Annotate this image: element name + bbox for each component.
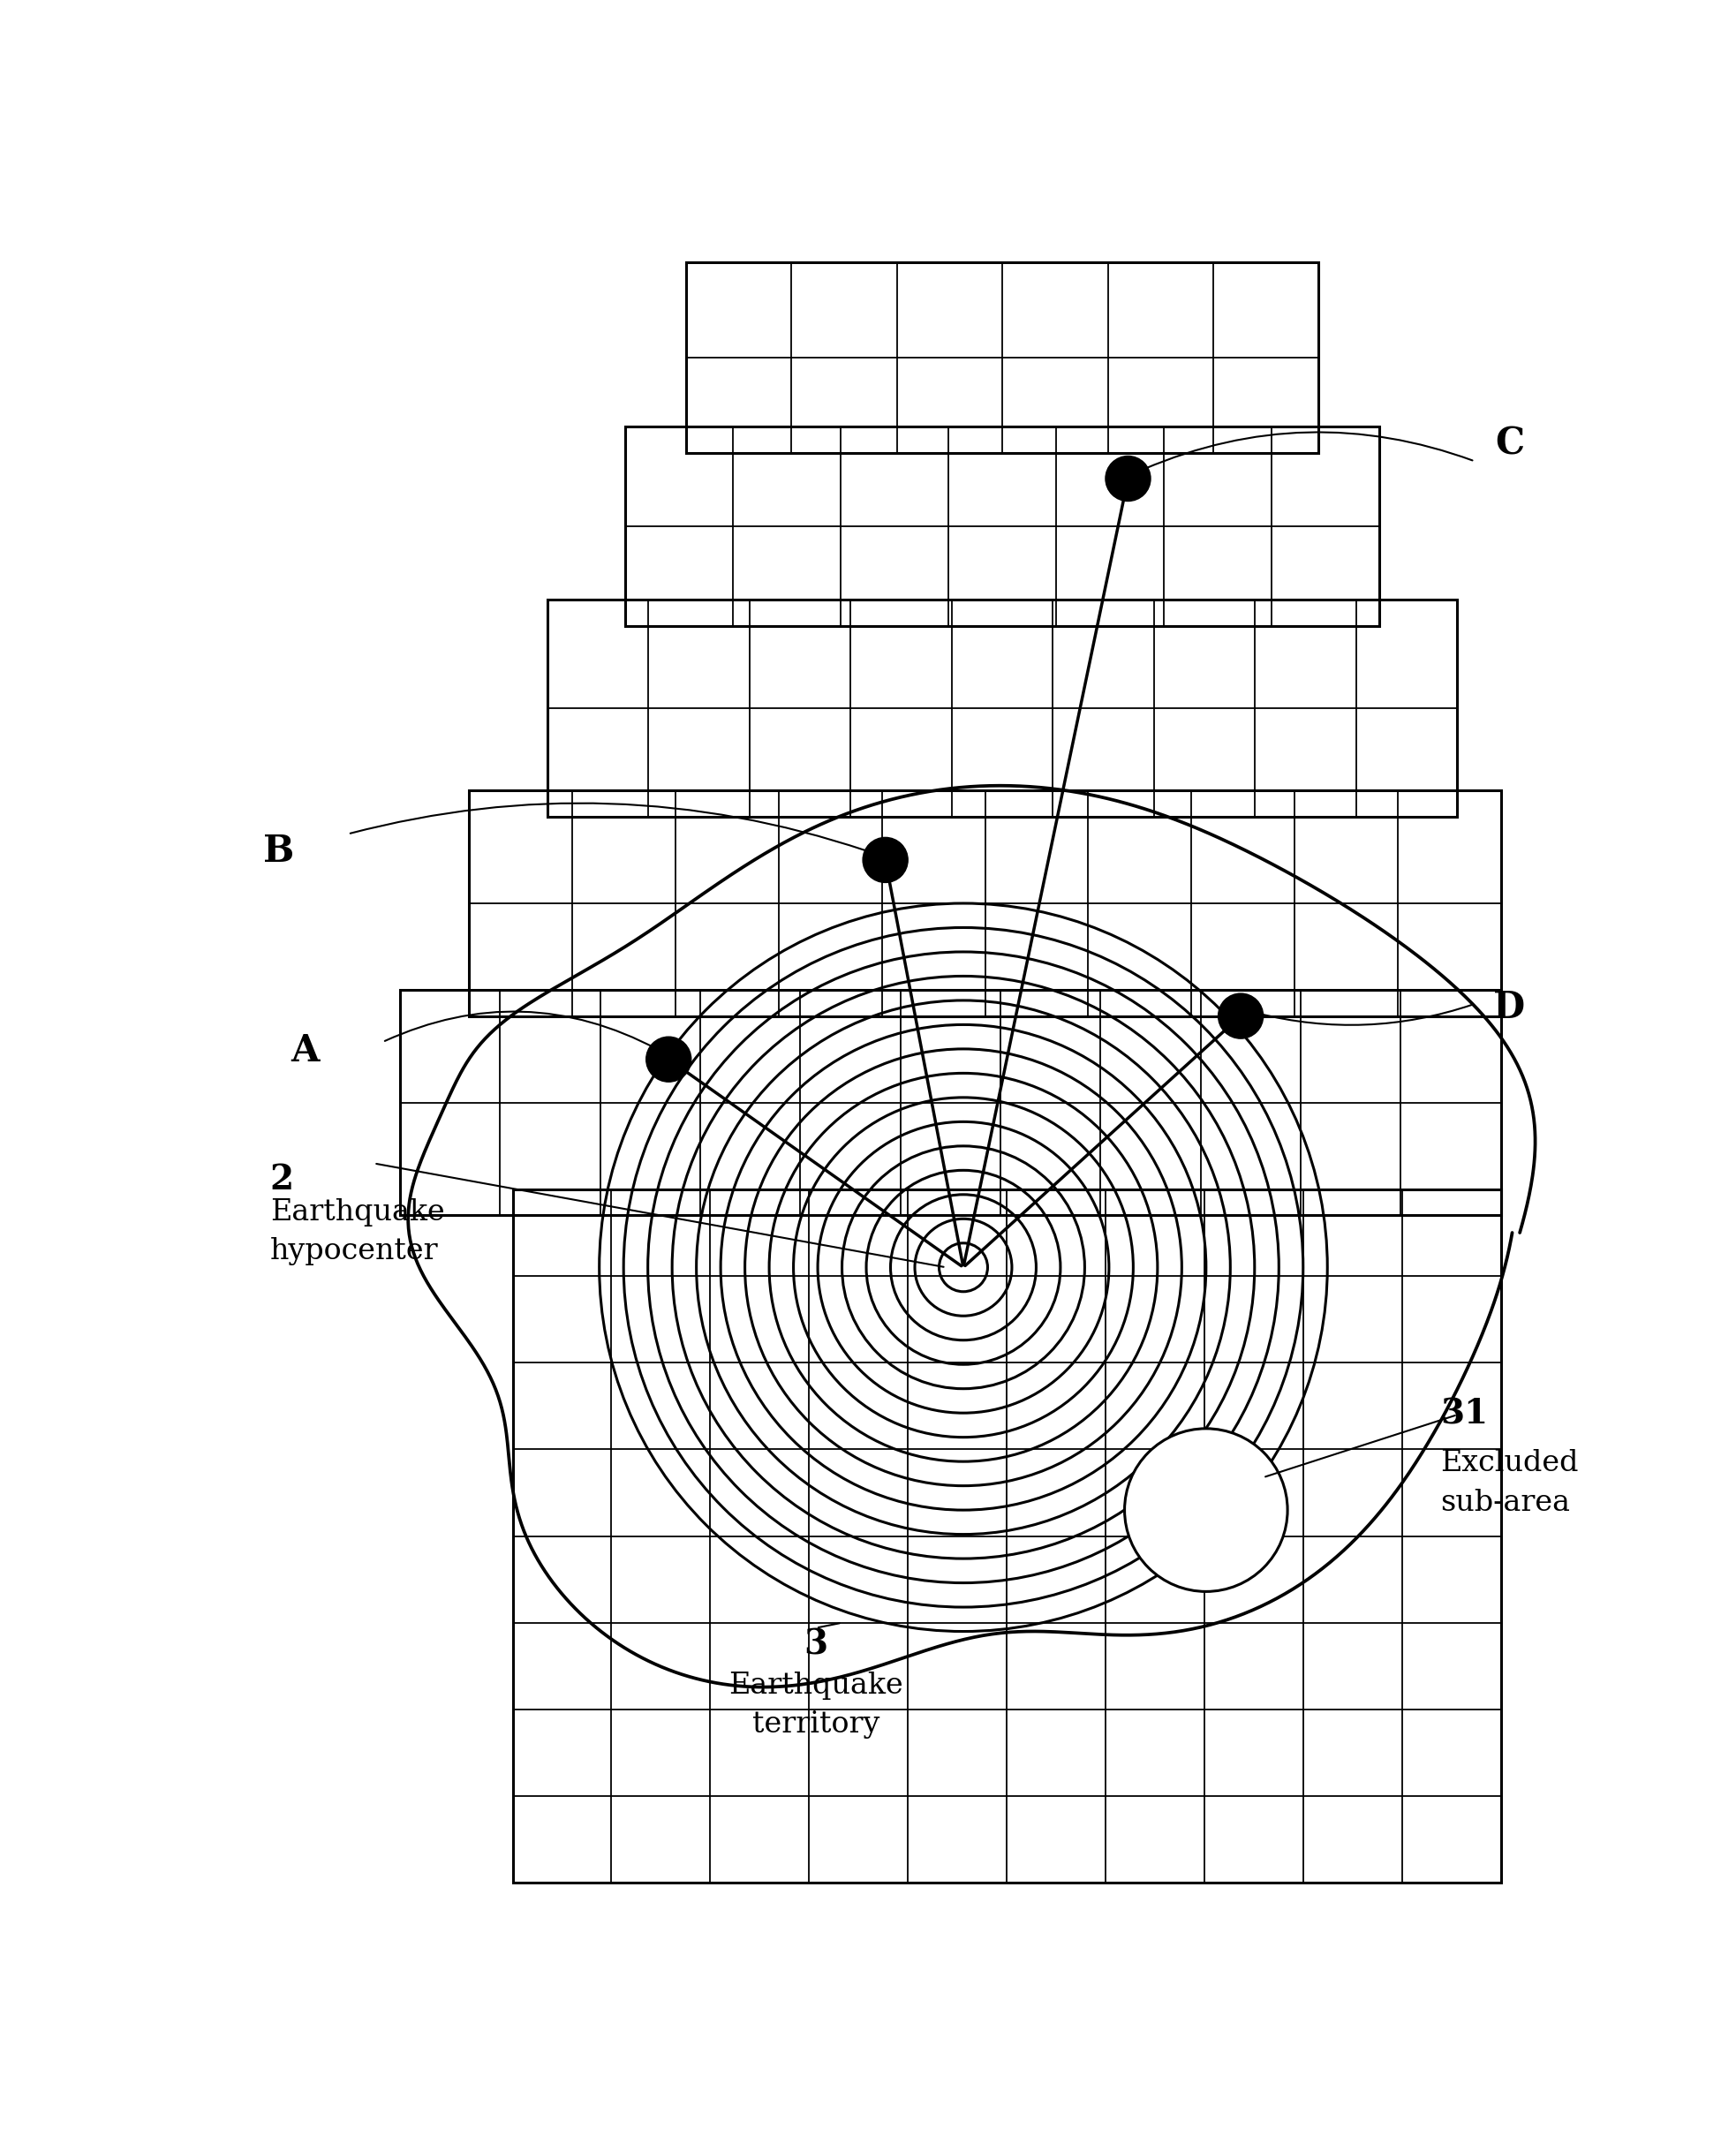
- Circle shape: [1125, 1429, 1288, 1591]
- Text: 2: 2: [269, 1164, 293, 1196]
- Text: C: C: [1495, 425, 1524, 464]
- Circle shape: [1219, 993, 1264, 1038]
- Text: B: B: [264, 833, 293, 869]
- Bar: [512, 1190, 1500, 1882]
- Text: D: D: [1493, 989, 1526, 1025]
- Text: Excluded
sub-area: Excluded sub-area: [1441, 1450, 1578, 1517]
- Text: 3: 3: [804, 1628, 828, 1662]
- Text: Earthquake
territory: Earthquake territory: [729, 1670, 903, 1739]
- Text: Earthquake
hypocenter: Earthquake hypocenter: [269, 1198, 444, 1265]
- Bar: [399, 989, 1500, 1215]
- Bar: [547, 600, 1458, 816]
- Text: 31: 31: [1441, 1397, 1488, 1431]
- Text: A: A: [290, 1032, 319, 1070]
- Bar: [625, 427, 1380, 626]
- Circle shape: [646, 1036, 691, 1081]
- Bar: [469, 790, 1500, 1017]
- Circle shape: [863, 837, 908, 882]
- Circle shape: [1106, 457, 1151, 502]
- Bar: [686, 263, 1319, 453]
